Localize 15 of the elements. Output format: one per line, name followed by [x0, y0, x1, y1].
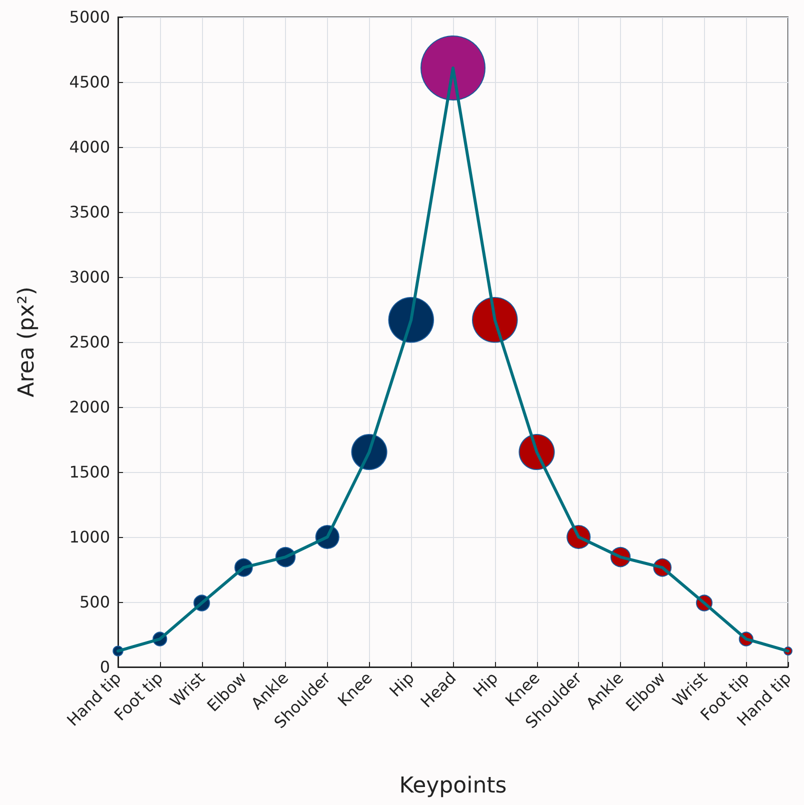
x-tick-label: Hip: [469, 668, 502, 701]
y-tick-label: 3000: [69, 268, 110, 286]
y-tick-label: 0: [100, 658, 110, 676]
y-tick-label: 2000: [69, 398, 110, 416]
y-tick-label: 2500: [69, 332, 110, 352]
x-axis-title: Keypoints: [399, 774, 507, 798]
y-tick-label: 500: [79, 592, 110, 612]
y-tick-label: 4500: [69, 72, 110, 92]
y-tick-label: 1000: [69, 528, 110, 546]
y-axis-title: Area (px²): [14, 286, 40, 398]
y-tick-label: 1500: [69, 462, 110, 482]
y-tick-label: 3500: [69, 202, 110, 222]
x-tick-label: Hip: [386, 668, 418, 701]
y-tick-label: 5000: [69, 8, 110, 26]
y-tick-label: 4000: [69, 138, 110, 156]
